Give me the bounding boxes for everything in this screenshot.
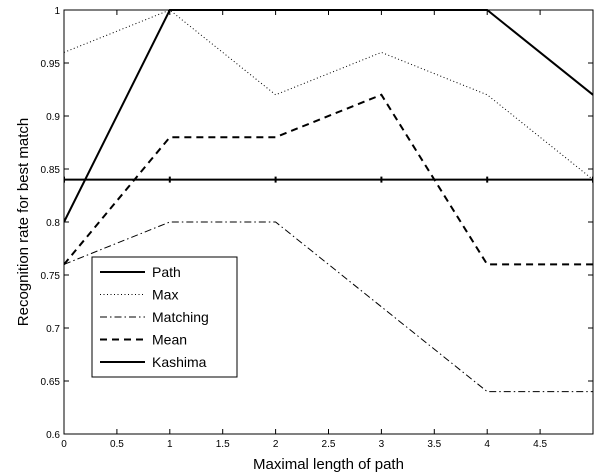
x-tick-label: 1 [167,439,173,450]
y-tick-label: 0.85 [41,165,61,176]
y-tick-label: 0.75 [41,271,61,282]
x-axis-ticks: 0 0.5 1 1.5 2 2.5 3 3.5 4 4.5 [61,10,547,450]
legend: Path Max Matching Mean Kashima [91,256,238,378]
legend-label: Matching [152,309,209,325]
x-tick-label: 4 [484,439,490,450]
x-tick-label: 2.5 [322,439,336,450]
legend-label: Mean [152,332,187,348]
x-tick-label: 0.5 [110,439,124,450]
x-tick-label: 2 [273,439,279,450]
y-tick-label: 0.65 [41,377,61,388]
y-tick-label: 0.7 [46,324,60,335]
y-tick-label: 0.9 [46,112,60,123]
series-line-max [64,9,593,180]
series-line-path [64,9,593,223]
y-axis-label: Recognition rate for best match [15,118,32,326]
series-line-mean [64,93,593,266]
y-axis-ticks: 0.6 0.65 0.7 0.75 0.8 0.85 0.9 0.95 1 [41,6,593,441]
x-tick-label: 3 [379,439,385,450]
legend-label: Kashima [152,354,207,370]
series-line-matching [64,221,593,393]
y-tick-label: 1 [54,6,60,17]
x-tick-label: 4.5 [533,439,547,450]
x-tick-label: 1.5 [216,439,230,450]
y-tick-label: 0.95 [41,59,61,70]
y-tick-label: 0.8 [46,218,60,229]
x-tick-label: 3.5 [427,439,441,450]
x-tick-label: 0 [61,439,67,450]
legend-label: Max [152,287,178,303]
legend-label: Path [152,264,181,280]
y-tick-label: 0.6 [46,430,60,441]
x-axis-label: Maximal length of path [253,456,404,472]
series-lines [64,9,593,393]
